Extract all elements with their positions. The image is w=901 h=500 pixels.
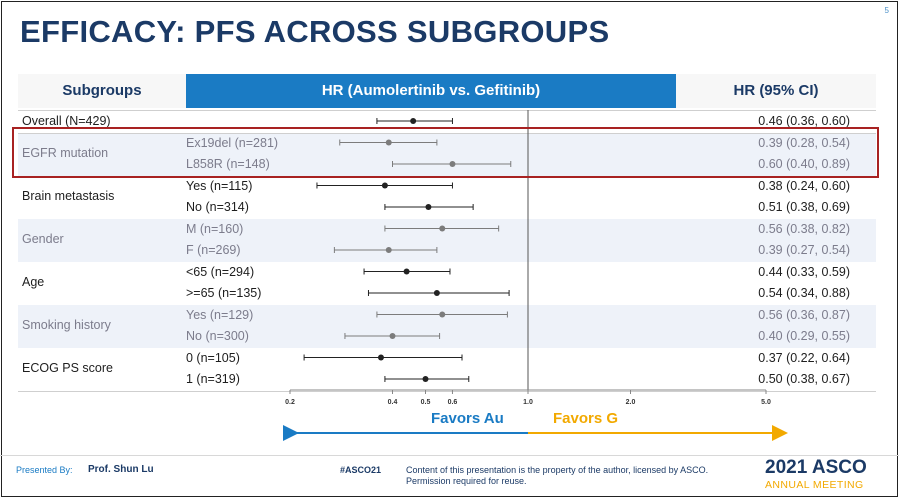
subgroup-label: L858R (n=148) — [186, 157, 270, 171]
subgroup-label: <65 (n=294) — [186, 264, 255, 279]
disclaimer-line-1: Content of this presentation is the prop… — [406, 465, 709, 475]
x-tick-label: 0.5 — [421, 399, 431, 406]
row-separator — [18, 110, 876, 111]
favors-g-label: Favors G — [553, 410, 619, 427]
hr-point — [403, 268, 410, 275]
presented-by-label: Presented By: — [16, 465, 73, 475]
footer-divider — [0, 455, 899, 456]
x-tick-label: 0.6 — [448, 399, 458, 406]
group-label: EGFR mutation — [22, 146, 109, 161]
hr-ci-value: 0.54 (0.34, 0.88) — [758, 286, 850, 300]
egfr-highlight-box — [12, 127, 879, 178]
favors-au-label: Favors Au — [431, 410, 504, 427]
presenter-name: Prof. Shun Lu — [88, 464, 154, 475]
row-band — [18, 304, 876, 348]
x-tick-label: 2.0 — [626, 399, 636, 406]
hr-ci-value: 0.37 (0.22, 0.64) — [758, 350, 850, 365]
header-left-bg — [18, 74, 186, 108]
row-separator — [18, 390, 876, 392]
hr-ci-value: 0.38 (0.24, 0.60) — [758, 178, 850, 193]
header-hr-comparison: HR (Aumolertinib vs. Gefitinib) — [321, 82, 541, 99]
hr-point — [389, 333, 396, 339]
row-band — [18, 218, 876, 262]
hr-point — [377, 354, 384, 361]
hr-point — [385, 247, 392, 253]
hr-ci-value: 0.44 (0.33, 0.59) — [758, 264, 850, 279]
hr-point — [381, 182, 388, 189]
group-label: Age — [22, 275, 45, 290]
hr-point — [422, 376, 429, 382]
group-label: Gender — [22, 232, 64, 247]
x-tick-label: 1.0 — [523, 399, 533, 406]
header-right-bg — [676, 74, 876, 108]
hr-ci-value: 0.46 (0.36, 0.60) — [758, 114, 850, 128]
hr-ci-value: 0.60 (0.40, 0.89) — [758, 157, 850, 171]
x-tick-label: 0.4 — [388, 399, 398, 406]
subgroup-label: M (n=160) — [186, 221, 244, 236]
hr-ci-value: 0.50 (0.38, 0.67) — [758, 372, 850, 386]
subgroup-label: No (n=314) — [186, 200, 249, 214]
subgroup-label: 0 (n=105) — [186, 350, 240, 365]
subgroup-label: 1 (n=319) — [186, 372, 240, 386]
subgroup-label: F (n=269) — [186, 243, 241, 257]
subgroup-label: No (n=300) — [186, 329, 249, 343]
subgroup-label: >=65 (n=135) — [186, 286, 262, 300]
hr-point — [439, 311, 446, 318]
hr-ci-value: 0.51 (0.38, 0.69) — [758, 200, 850, 214]
group-label: ECOG PS score — [22, 361, 113, 376]
hr-ci-value: 0.56 (0.36, 0.87) — [758, 307, 850, 322]
row-band — [18, 132, 876, 176]
hr-ci-value: 0.39 (0.28, 0.54) — [758, 135, 850, 150]
group-label: Overall (N=429) — [22, 114, 111, 128]
group-label: Smoking history — [22, 318, 111, 333]
disclaimer-line-2: Permission required for reuse. — [406, 476, 527, 486]
subgroup-label: Ex19del (n=281) — [186, 135, 279, 150]
subgroup-label: Yes (n=115) — [186, 178, 253, 193]
asco-logo-year: 2021 ASCO — [765, 457, 867, 478]
hr-point — [425, 204, 432, 210]
slide-number: 5 — [884, 6, 889, 15]
asco-logo-subtitle: ANNUAL MEETING — [765, 479, 864, 491]
hashtag: #ASCO21 — [340, 465, 382, 475]
row-separator — [18, 132, 876, 134]
slide-title: EFFICACY: PFS ACROSS SUBGROUPS — [20, 14, 610, 49]
header-hr-ci: HR (95% CI) — [733, 82, 819, 99]
group-label: Brain metastasis — [22, 189, 115, 204]
hr-point — [449, 161, 456, 167]
hr-ci-value: 0.40 (0.29, 0.55) — [758, 329, 850, 343]
hr-point — [385, 139, 392, 146]
header-subgroups: Subgroups — [62, 82, 142, 99]
hr-point — [439, 225, 446, 232]
x-tick-label: 5.0 — [761, 399, 771, 406]
header-mid-bg — [186, 74, 676, 108]
x-tick-label: 0.2 — [285, 399, 295, 406]
hr-point — [410, 118, 417, 124]
hr-point — [433, 290, 440, 296]
subgroup-label: Yes (n=129) — [186, 307, 254, 322]
hr-ci-value: 0.39 (0.27, 0.54) — [758, 243, 850, 257]
hr-ci-value: 0.56 (0.38, 0.82) — [758, 221, 850, 236]
